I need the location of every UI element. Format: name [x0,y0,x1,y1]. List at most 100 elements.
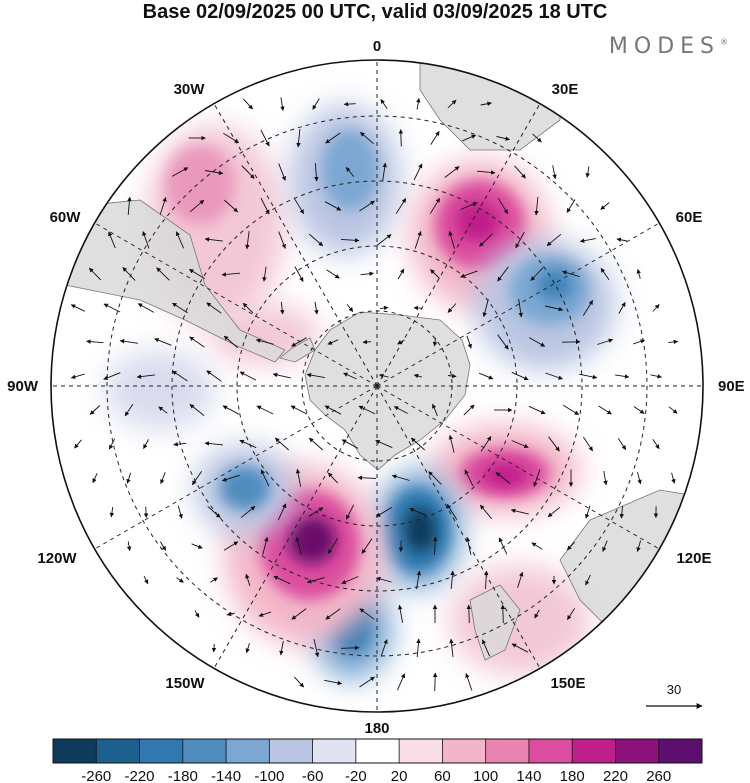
wind-arrow [446,504,458,520]
wind-arrow [143,575,149,585]
wind-arrow [376,576,392,583]
wind-arrow [308,507,324,517]
wind-arrow [308,437,324,451]
wind-arrow [206,302,222,314]
anomaly-se-pacific-low [105,350,215,430]
wind-arrow [221,474,240,482]
wind-arrow [295,468,302,487]
wind-arrow [409,507,427,517]
wind-arrow [376,234,392,246]
wind-arrow [563,404,580,416]
anomaly-amundsen-low [195,445,295,535]
wind-arrow [173,442,187,447]
wind-arrow [600,202,610,210]
wind-arrow [432,337,438,347]
wind-arrow [89,405,101,415]
wind-arrow [636,540,642,552]
wind-arrow [398,129,404,147]
wind-arrow [156,267,170,281]
colorbar-swatch [528,739,573,763]
wind-arrow [671,472,676,484]
wind-arrow [429,197,441,214]
wind-arrow [602,540,608,552]
wind-arrow [92,473,98,484]
wind-arrow [465,673,473,691]
wind-arrow [242,302,254,314]
colorbar-tick-label: 60 [434,768,451,783]
wind-arrow [528,337,546,347]
lat-lon-grid [51,60,703,712]
wind-arrow [205,170,224,176]
wind-arrow [460,202,478,210]
wind-arrow [291,608,307,620]
wind-arrow [416,97,421,110]
wind-arrow [430,269,440,279]
wind-arrow [326,269,340,279]
wind-arrow [552,165,557,180]
colorbar-tick-label: 260 [646,768,671,783]
wind-arrow [327,472,339,484]
wind-arrow [306,577,325,584]
wind-arrow [258,611,272,617]
colorbar-tick-label: 140 [516,768,541,783]
map-border [50,59,704,713]
wind-arrow [432,403,438,417]
wind-arrow [531,542,543,550]
colorbar-swatch [139,739,184,763]
wind-arrow [226,611,236,617]
wind-arrow [515,231,525,249]
wind-arrow [598,405,612,415]
reference-vector: 30 [646,682,703,709]
wind-arrow [293,676,305,688]
wind-arrow [325,132,341,144]
wind-arrow [466,604,472,624]
wind-arrow [136,374,155,379]
wind-arrow [293,198,305,215]
wind-arrow [496,136,510,141]
wind-arrow [546,233,562,247]
wind-arrow [430,131,440,145]
wind-arrow [159,541,167,551]
wind-arrow [103,372,121,380]
wind-arrow [545,305,564,312]
lon-label-90e: 90E [718,378,745,395]
meridian-line [376,222,660,387]
colorbar-swatch [312,739,357,763]
wind-arrow [345,167,355,177]
wind-arrow [619,505,625,519]
wind-arrow [274,437,290,451]
colorbar-tick-label: -260 [81,768,111,783]
wind-arrow [324,679,343,686]
wind-arrow [518,299,523,318]
wind-arrow [532,133,542,143]
wind-arrow [119,339,138,344]
wind-arrow [600,267,610,280]
wind-arrow [357,475,377,481]
wind-arrow [495,472,511,484]
wind-arrow [88,267,102,281]
wind-arrow [360,271,374,276]
colorbar-swatch [96,739,140,763]
wind-arrow [273,575,291,585]
wind-arrow [567,608,575,620]
wind-arrow [143,439,149,449]
wind-arrow [534,609,540,619]
wind-arrow [448,434,455,453]
wind-arrow [585,505,591,519]
wind-arrow [359,608,375,620]
wind-arrow [410,437,426,451]
lon-label-30e: 30E [552,81,579,98]
wind-arrow [482,299,489,318]
wind-arrow [416,570,422,589]
lon-label-120e: 120E [676,550,711,567]
wind-arrow [143,506,149,518]
wind-arrow [668,339,679,345]
wind-arrow [465,536,472,555]
meridian-line [94,222,378,387]
wind-arrow [313,639,320,658]
wind-arrow [154,338,172,346]
wind-arrow [579,373,598,380]
wind-arrow [478,372,494,380]
wind-arrow [413,163,423,181]
wind-arrow [340,645,360,651]
